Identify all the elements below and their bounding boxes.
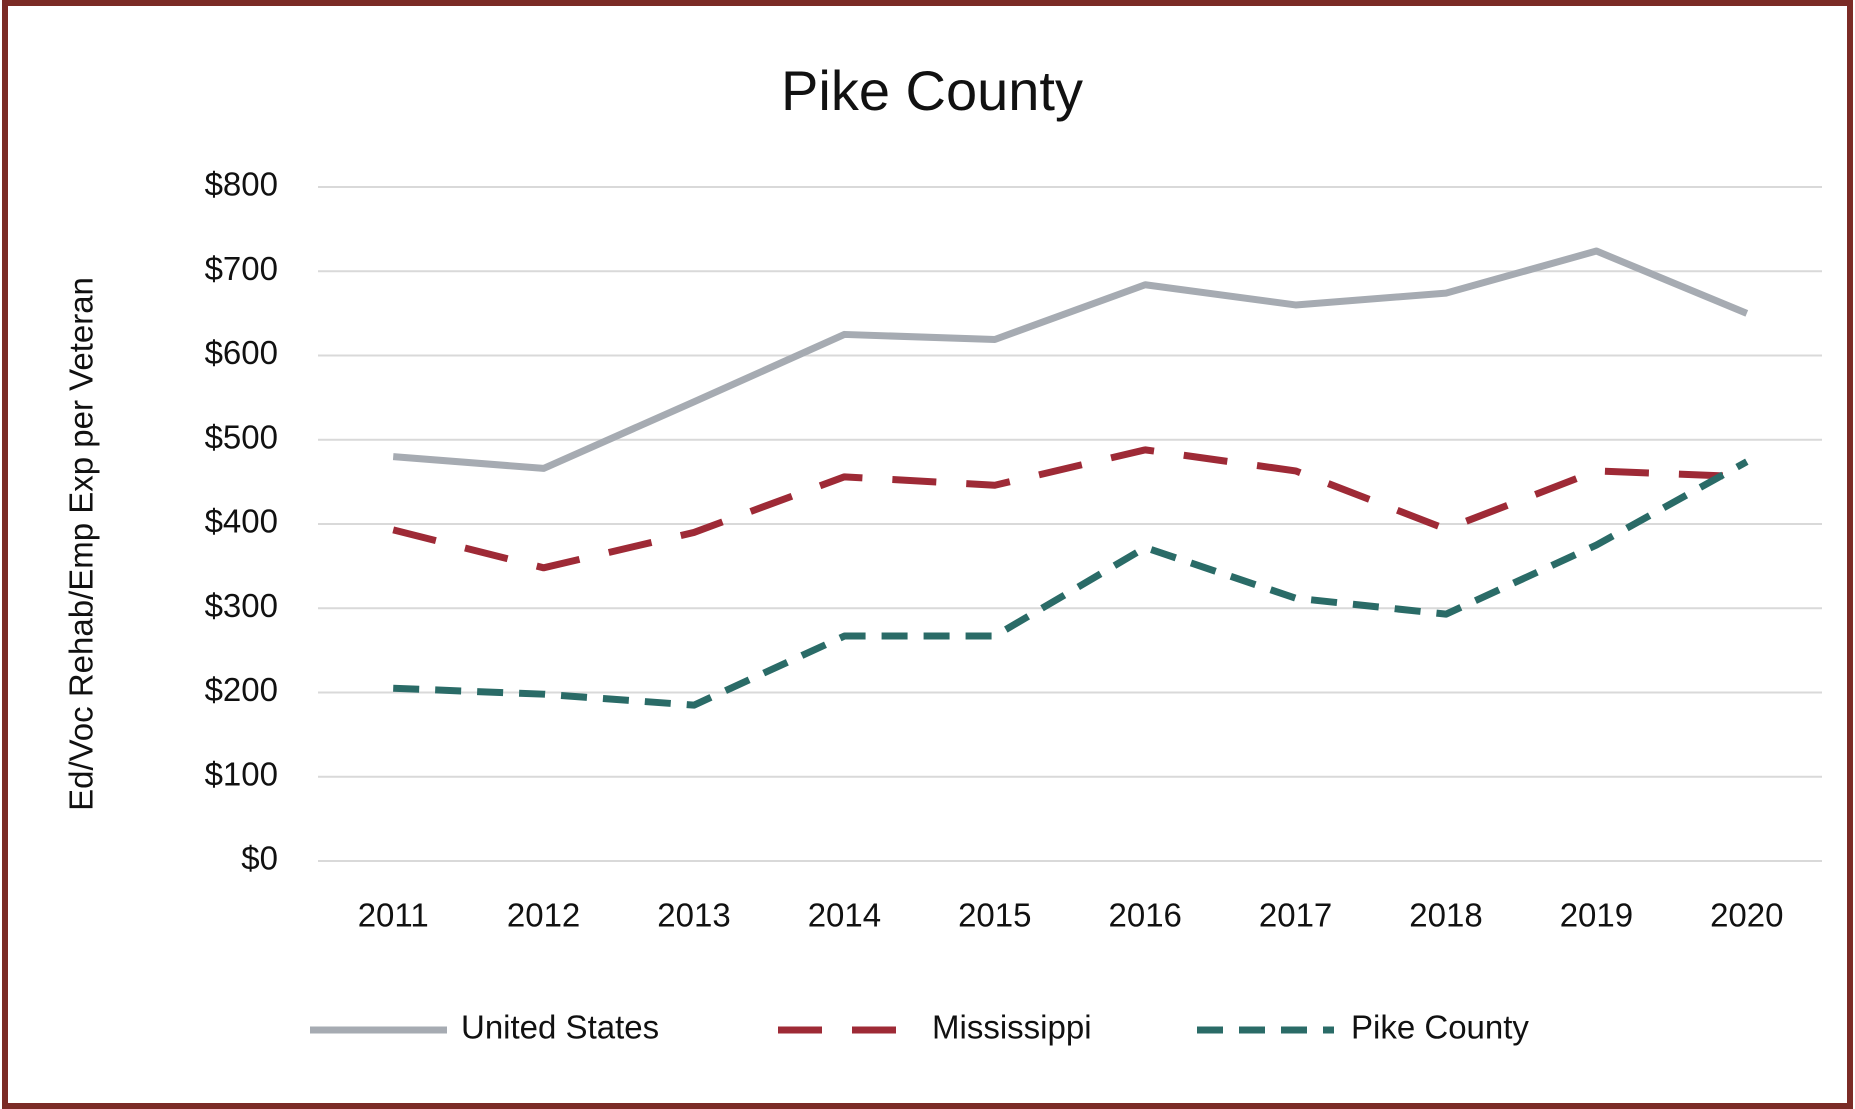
- y-tick-label: $100: [205, 755, 278, 792]
- x-tick-label: 2017: [1259, 897, 1332, 934]
- x-tick-label: 2015: [958, 897, 1031, 934]
- y-axis-label: Ed/Voc Rehab/Emp Exp per Veteran: [63, 277, 100, 811]
- y-tick-label: $700: [205, 250, 278, 287]
- x-tick-label: 2013: [657, 897, 730, 934]
- legend-label: Mississippi: [932, 1009, 1092, 1046]
- y-tick-label: $0: [241, 840, 278, 877]
- legend-label: United States: [461, 1009, 659, 1046]
- y-tick-label: $200: [205, 671, 278, 708]
- y-tick-label: $400: [205, 503, 278, 540]
- line-series: [392, 247, 1749, 472]
- x-tick-label: 2012: [507, 897, 580, 934]
- line-series: [393, 458, 1749, 709]
- y-tick-label: $500: [205, 418, 278, 455]
- x-tick-label: 2018: [1409, 897, 1482, 934]
- y-tick-label: $600: [205, 334, 278, 371]
- x-tick-label: 2016: [1108, 897, 1181, 934]
- x-tick-label: 2019: [1560, 897, 1633, 934]
- x-tick-label: 2011: [358, 897, 429, 934]
- y-tick-label: $800: [205, 166, 278, 203]
- line-series: [392, 446, 1747, 572]
- x-tick-label: 2014: [808, 897, 881, 934]
- chart-title: Pike County: [781, 59, 1083, 122]
- legend-label: Pike County: [1351, 1009, 1529, 1046]
- x-tick-label: 2020: [1710, 897, 1783, 934]
- y-tick-label: $300: [205, 587, 278, 624]
